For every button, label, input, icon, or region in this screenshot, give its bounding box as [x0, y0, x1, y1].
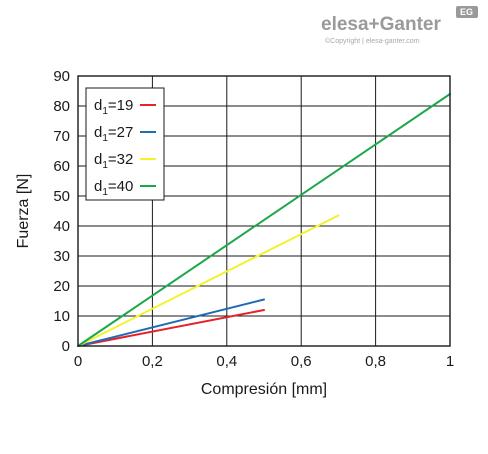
y-tick-label: 90 — [53, 68, 70, 85]
y-tick-label: 20 — [53, 278, 70, 295]
series-line — [77, 298, 265, 347]
legend-label: d1=19 — [94, 97, 133, 117]
x-tick-label: 0,8 — [365, 353, 386, 370]
brand-copyright: ©Copyright | elesa-ganter.com — [325, 37, 420, 45]
series-line — [77, 93, 451, 347]
y-tick-label: 30 — [53, 248, 70, 265]
x-tick-label: 0,2 — [142, 353, 163, 370]
brand-name: elesa+Ganter — [321, 14, 441, 35]
x-tick-labels: 0 0,2 0,4 0,6 0,8 1 — [74, 353, 454, 370]
y-tick-label: 10 — [53, 308, 70, 325]
legend: d1=19 d1=27 d1=32 d1=40 — [85, 87, 165, 201]
legend-label: d1=27 — [94, 124, 133, 144]
x-axis-label: Compresión [mm] — [201, 381, 327, 398]
brand-badge-text: EG — [460, 7, 473, 17]
y-tick-label: 50 — [53, 188, 70, 205]
x-tick-label: 0,4 — [216, 353, 237, 370]
legend-label: d1=32 — [94, 151, 133, 171]
legend-box — [85, 87, 165, 201]
y-tick-label: 80 — [53, 98, 70, 115]
y-tick-labels: 0 10 20 30 40 50 60 70 80 90 — [53, 68, 70, 355]
y-tick-label: 0 — [62, 338, 70, 355]
plot-frame — [77, 75, 451, 347]
y-axis-label: Fuerza [N] — [15, 174, 32, 249]
series-lines — [77, 93, 451, 347]
y-tick-label: 60 — [53, 158, 70, 175]
legend-label: d1=40 — [94, 178, 133, 198]
brand-badge — [456, 6, 478, 18]
y-tick-label: 70 — [53, 128, 70, 145]
x-tick-label: 0,6 — [291, 353, 312, 370]
y-tick-label: 40 — [53, 218, 70, 235]
x-tick-label: 0 — [74, 353, 82, 370]
brand-logo: elesa+Ganter ©Copyright | elesa-ganter.c… — [321, 6, 478, 45]
x-tick-label: 1 — [446, 353, 454, 370]
series-line — [77, 214, 340, 347]
series-line — [77, 309, 265, 347]
